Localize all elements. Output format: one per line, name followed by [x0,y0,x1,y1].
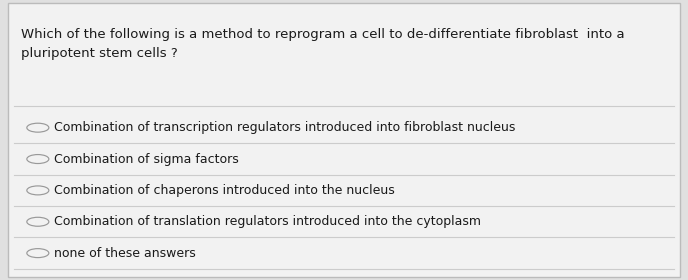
Text: Combination of translation regulators introduced into the cytoplasm: Combination of translation regulators in… [54,215,481,228]
Text: Combination of sigma factors: Combination of sigma factors [54,153,239,165]
Text: Combination of chaperons introduced into the nucleus: Combination of chaperons introduced into… [54,184,394,197]
Text: none of these answers: none of these answers [54,247,195,260]
Text: Combination of transcription regulators introduced into fibroblast nucleus: Combination of transcription regulators … [54,121,515,134]
Text: Which of the following is a method to reprogram a cell to de-differentiate fibro: Which of the following is a method to re… [21,28,624,60]
